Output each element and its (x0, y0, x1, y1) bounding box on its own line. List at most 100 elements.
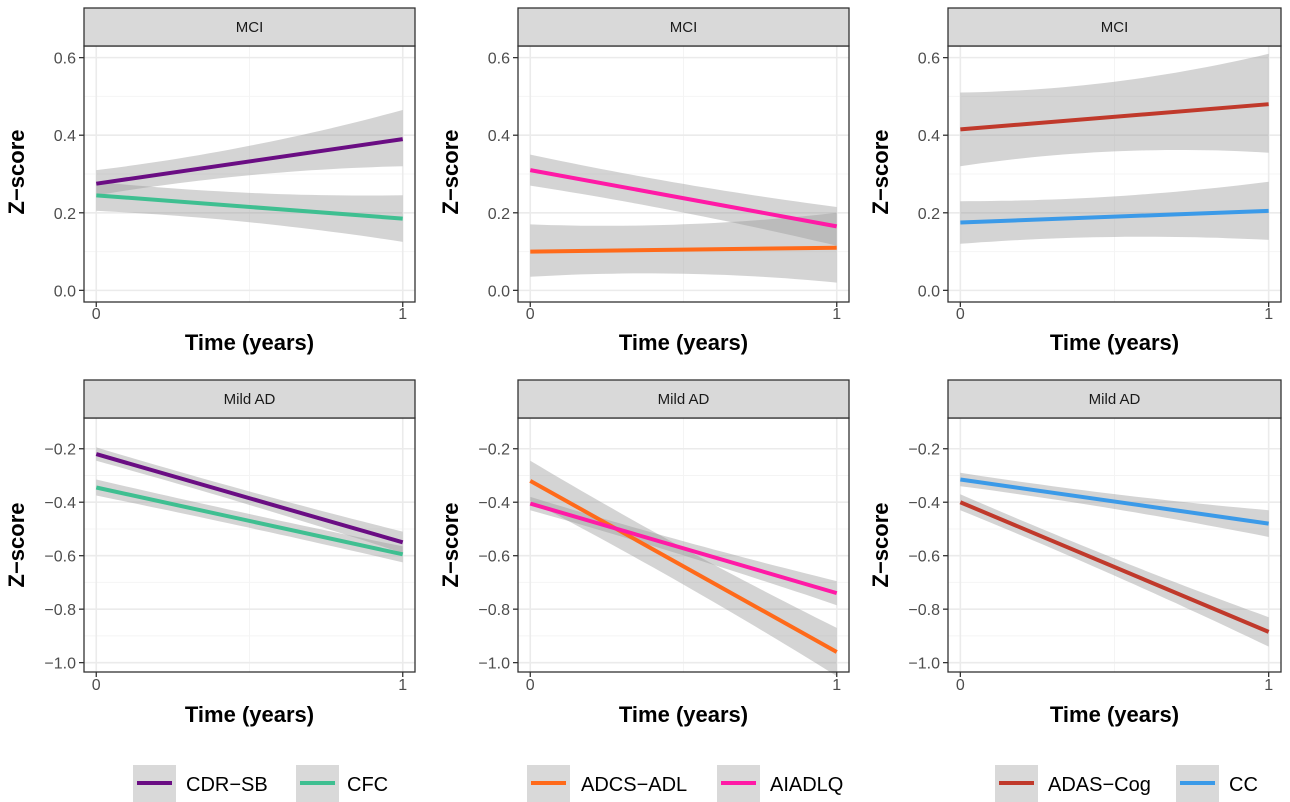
y-tick-label: −0.8 (908, 602, 940, 619)
y-tick-label: −0.2 (44, 442, 76, 459)
x-tick-label: 1 (832, 677, 841, 694)
series-line-ADCS−ADL (529, 479, 838, 654)
series-line-ADAS−Cog (959, 500, 1270, 634)
x-tick-label: 1 (1264, 677, 1273, 694)
y-tick-label: −0.4 (908, 495, 940, 512)
y-tick-label: −0.4 (44, 495, 76, 512)
legend-1: CDR−SB CFC (133, 765, 388, 802)
strip-box (83, 7, 416, 47)
y-tick-label: −1.0 (908, 656, 940, 673)
y-tick-label: 0.2 (54, 206, 76, 223)
x-tick-label: 1 (398, 677, 407, 694)
legend-label: AIADLQ (770, 774, 843, 796)
series-line-AIADLQ (529, 168, 838, 229)
panel-3: MCI 0.0 0.2 0.4 0.6 0 1 Time (years) Z−score (868, 7, 1282, 355)
series-line-CDR−SB (95, 137, 404, 186)
series-line-CC (960, 208, 1269, 225)
ci-band-ADAS−Cog (960, 53, 1269, 167)
strip-box (517, 379, 850, 419)
x-axis-title: Time (years) (185, 330, 314, 355)
x-tick-label: 1 (832, 306, 841, 323)
y-tick-label: 0.2 (488, 206, 510, 223)
legend-3: ADAS−Cog CC (995, 765, 1258, 802)
legend-2: ADCS−ADL AIADLQ (527, 765, 843, 802)
y-tick-label: 0.0 (488, 283, 510, 300)
legend-label: CFC (347, 774, 388, 796)
y-tick-label: 0.4 (54, 128, 76, 145)
major-gridlines (84, 46, 415, 302)
x-axis-title: Time (years) (1050, 330, 1179, 355)
y-tick-label: −1.0 (44, 656, 76, 673)
y-tick-label: −0.2 (908, 442, 940, 459)
series-line-AIADLQ (529, 501, 838, 596)
major-gridlines (518, 418, 849, 672)
strip-label: MCI (1101, 19, 1129, 36)
ci-band-CFC (96, 181, 403, 242)
y-tick-label: −0.6 (44, 549, 76, 566)
y-axis-title: Z−score (438, 503, 463, 588)
panel-5: Mild AD −1.0 −0.8 −0.6 −0.4 −0.2 0 1 Time (years… (438, 379, 850, 727)
strip-label: Mild AD (224, 391, 276, 408)
y-tick-label: 0.4 (488, 128, 510, 145)
minor-gridlines (948, 418, 1281, 672)
series-line-CC (960, 477, 1269, 526)
major-gridlines (518, 46, 849, 302)
series-line-ADCS−ADL (530, 245, 837, 254)
x-axis-title: Time (years) (1050, 702, 1179, 727)
y-tick-label: 0.6 (918, 51, 940, 68)
strip-box (83, 379, 416, 419)
x-tick-label: 1 (1264, 306, 1273, 323)
minor-gridlines (84, 46, 415, 302)
y-tick-label: −1.0 (478, 656, 510, 673)
minor-gridlines (518, 418, 849, 672)
x-tick-label: 0 (956, 677, 965, 694)
strip-box (947, 7, 1282, 47)
ci-band-CC (960, 181, 1269, 244)
y-tick-label: −0.2 (478, 442, 510, 459)
y-axis-title: Z−score (4, 503, 29, 588)
strip-label: MCI (236, 19, 264, 36)
y-tick-label: −0.8 (478, 602, 510, 619)
y-axis-title: Z−score (438, 130, 463, 215)
y-tick-label: 0.0 (918, 283, 940, 300)
y-axis-title: Z−score (4, 130, 29, 215)
minor-gridlines (948, 46, 1281, 302)
y-tick-label: −0.8 (44, 602, 76, 619)
x-tick-label: 0 (92, 677, 101, 694)
legend-label: CC (1229, 774, 1258, 796)
panel-6: Mild AD −1.0 −0.8 −0.6 −0.4 −0.2 0 1 Time (years… (868, 379, 1282, 727)
x-axis-title: Time (years) (619, 330, 748, 355)
legend-label: ADAS−Cog (1048, 774, 1151, 796)
ci-band-ADAS−Cog (960, 494, 1269, 647)
legend-label: ADCS−ADL (581, 774, 687, 796)
strip-box (517, 7, 850, 47)
strip-box (947, 379, 1282, 419)
series-line-CFC (95, 485, 404, 557)
legend-label: CDR−SB (186, 774, 268, 796)
x-tick-label: 0 (956, 306, 965, 323)
series-line-CFC (96, 193, 403, 221)
x-tick-label: 1 (398, 306, 407, 323)
major-gridlines (84, 418, 415, 672)
series-line-CDR−SB (95, 452, 404, 545)
x-axis-title: Time (years) (619, 702, 748, 727)
y-tick-label: 0.2 (918, 206, 940, 223)
x-tick-label: 0 (526, 677, 535, 694)
x-axis-title: Time (years) (185, 702, 314, 727)
x-tick-label: 0 (526, 306, 535, 323)
panel-2: MCI 0.0 0.2 0.4 0.6 0 1 Time (years) Z−score (438, 7, 850, 355)
series-line-ADAS−Cog (960, 102, 1269, 132)
y-tick-label: 0.4 (918, 128, 940, 145)
y-tick-label: −0.6 (478, 549, 510, 566)
strip-label: Mild AD (1089, 391, 1141, 408)
x-tick-label: 0 (92, 306, 101, 323)
strip-label: MCI (670, 19, 698, 36)
strip-label: Mild AD (658, 391, 710, 408)
y-tick-label: −0.6 (908, 549, 940, 566)
y-tick-label: 0.0 (54, 283, 76, 300)
panel-4: Mild AD −1.0 −0.8 −0.6 −0.4 −0.2 0 1 Time (years… (4, 379, 416, 727)
y-axis-title: Z−score (868, 503, 893, 588)
y-axis-title: Z−score (868, 130, 893, 215)
y-tick-label: −0.4 (478, 495, 510, 512)
